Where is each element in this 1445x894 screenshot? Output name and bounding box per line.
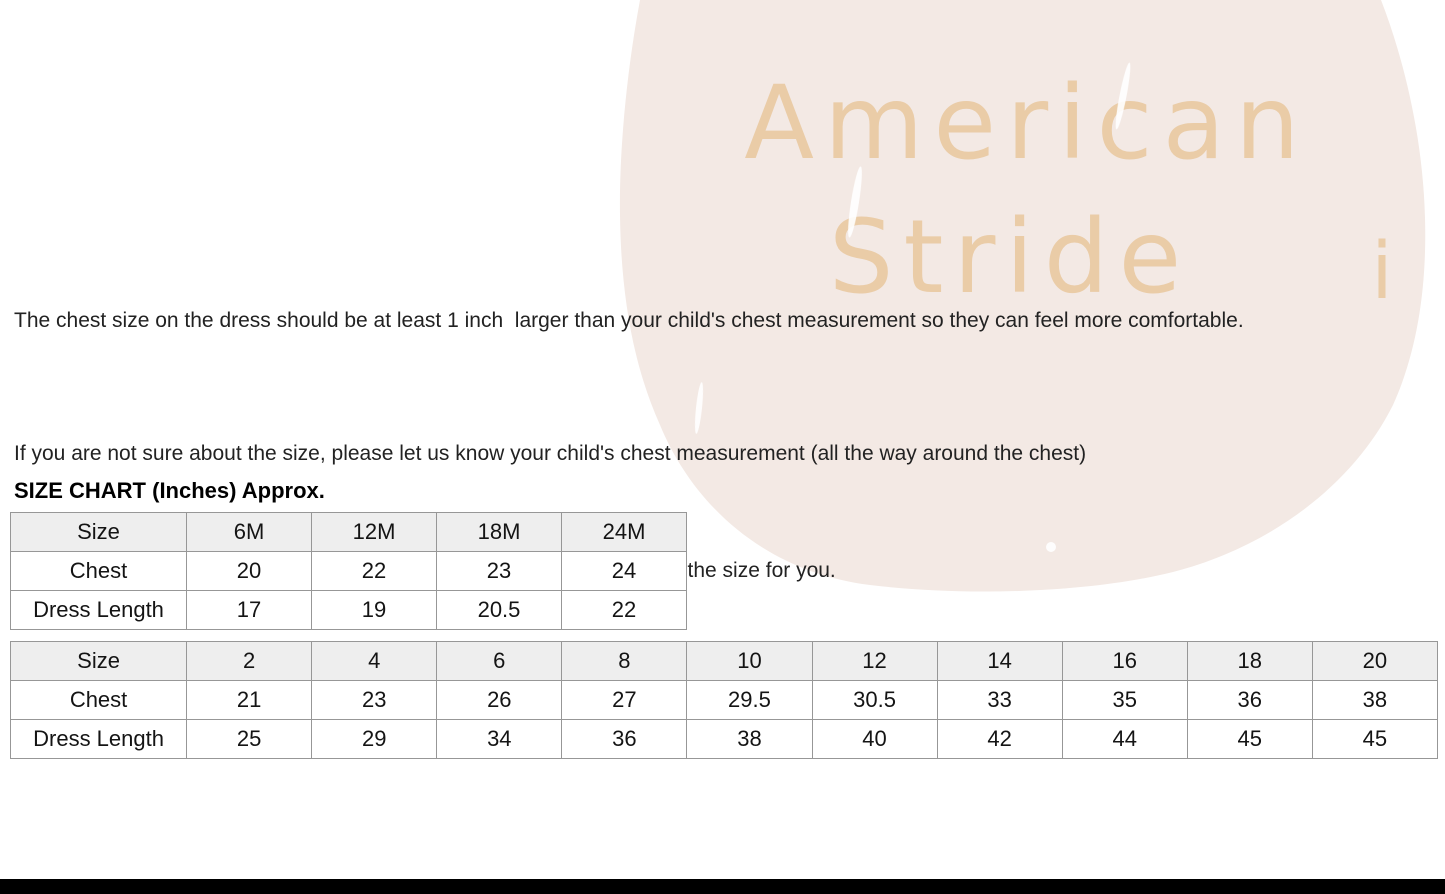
value-cell: 30.5 bbox=[811, 680, 938, 720]
value-cell: 17 bbox=[186, 590, 312, 630]
value-cell: 22 bbox=[561, 590, 687, 630]
value-cell: 36 bbox=[561, 719, 688, 759]
table-row-chest: Chest 20 22 23 24 bbox=[10, 551, 687, 591]
column-header-cell: 18 bbox=[1186, 641, 1313, 681]
value-cell: 42 bbox=[936, 719, 1063, 759]
value-cell: 36 bbox=[1186, 680, 1313, 720]
intro-paragraph-1: The chest size on the dress should be at… bbox=[14, 309, 1244, 332]
value-cell: 23 bbox=[311, 680, 438, 720]
logo-word-stride: Stride bbox=[829, 198, 1192, 317]
column-header-cell: 24M bbox=[561, 512, 687, 552]
logo-word-american: American bbox=[744, 64, 1309, 183]
column-header-cell: Size bbox=[9, 641, 188, 681]
size-chart-heading: SIZE CHART (Inches) Approx. bbox=[14, 478, 325, 503]
infant-table-header-row: Size 6M 12M 18M 24M bbox=[10, 512, 687, 552]
column-header-cell: 12 bbox=[811, 641, 938, 681]
logo-blob-graphic: American Stride i bbox=[619, 0, 1426, 592]
logo-stray-mark: i bbox=[1371, 227, 1403, 317]
value-cell: 45 bbox=[1186, 719, 1313, 759]
value-cell: 45 bbox=[1311, 719, 1439, 759]
column-header-cell: 6 bbox=[436, 641, 563, 681]
value-cell: 24 bbox=[561, 551, 687, 591]
value-cell: 35 bbox=[1061, 680, 1188, 720]
value-cell: 20 bbox=[186, 551, 312, 591]
value-cell: 23 bbox=[436, 551, 562, 591]
value-cell: 40 bbox=[811, 719, 938, 759]
value-cell: 29.5 bbox=[686, 680, 813, 720]
value-cell: 38 bbox=[1311, 680, 1439, 720]
column-header-cell: 6M bbox=[186, 512, 312, 552]
column-header-cell: 14 bbox=[936, 641, 1063, 681]
row-label-cell: Dress Length bbox=[9, 719, 188, 759]
infant-size-table: Size 6M 12M 18M 24M Chest 20 22 23 24 Dr… bbox=[10, 512, 687, 630]
value-cell: 22 bbox=[311, 551, 437, 591]
value-cell: 34 bbox=[436, 719, 563, 759]
child-size-table: Size 2 4 6 8 10 12 14 16 18 20 Chest 21 … bbox=[9, 641, 1439, 759]
brand-logo: American Stride i bbox=[615, 0, 1445, 600]
table-row-dress-length: Dress Length 17 19 20.5 22 bbox=[10, 590, 687, 630]
column-header-cell: 8 bbox=[561, 641, 688, 681]
table-row-chest: Chest 21 23 26 27 29.5 30.5 33 35 36 38 bbox=[9, 680, 1439, 720]
value-cell: 21 bbox=[186, 680, 313, 720]
logo-brush-highlights bbox=[694, 62, 1317, 566]
value-cell: 20.5 bbox=[436, 590, 562, 630]
value-cell: 27 bbox=[561, 680, 688, 720]
intro-paragraph-2-line-1: If you are not sure about the size, plea… bbox=[14, 442, 1087, 465]
value-cell: 19 bbox=[311, 590, 437, 630]
column-header-cell: 20 bbox=[1311, 641, 1439, 681]
table-row-dress-length: Dress Length 25 29 34 36 38 40 42 44 45 … bbox=[9, 719, 1439, 759]
row-label-cell: Chest bbox=[9, 680, 188, 720]
row-label-cell: Chest bbox=[10, 551, 187, 591]
value-cell: 26 bbox=[436, 680, 563, 720]
column-header-cell: 2 bbox=[186, 641, 313, 681]
column-header-cell: 18M bbox=[436, 512, 562, 552]
bottom-bar bbox=[0, 879, 1445, 894]
column-header-cell: Size bbox=[10, 512, 187, 552]
value-cell: 44 bbox=[1061, 719, 1188, 759]
value-cell: 29 bbox=[311, 719, 438, 759]
logo-blob-shape bbox=[619, 0, 1426, 592]
value-cell: 33 bbox=[936, 680, 1063, 720]
row-label-cell: Dress Length bbox=[10, 590, 187, 630]
column-header-cell: 12M bbox=[311, 512, 437, 552]
value-cell: 38 bbox=[686, 719, 813, 759]
column-header-cell: 10 bbox=[686, 641, 813, 681]
column-header-cell: 4 bbox=[311, 641, 438, 681]
child-table-header-row: Size 2 4 6 8 10 12 14 16 18 20 bbox=[9, 641, 1439, 681]
value-cell: 25 bbox=[186, 719, 313, 759]
column-header-cell: 16 bbox=[1061, 641, 1188, 681]
